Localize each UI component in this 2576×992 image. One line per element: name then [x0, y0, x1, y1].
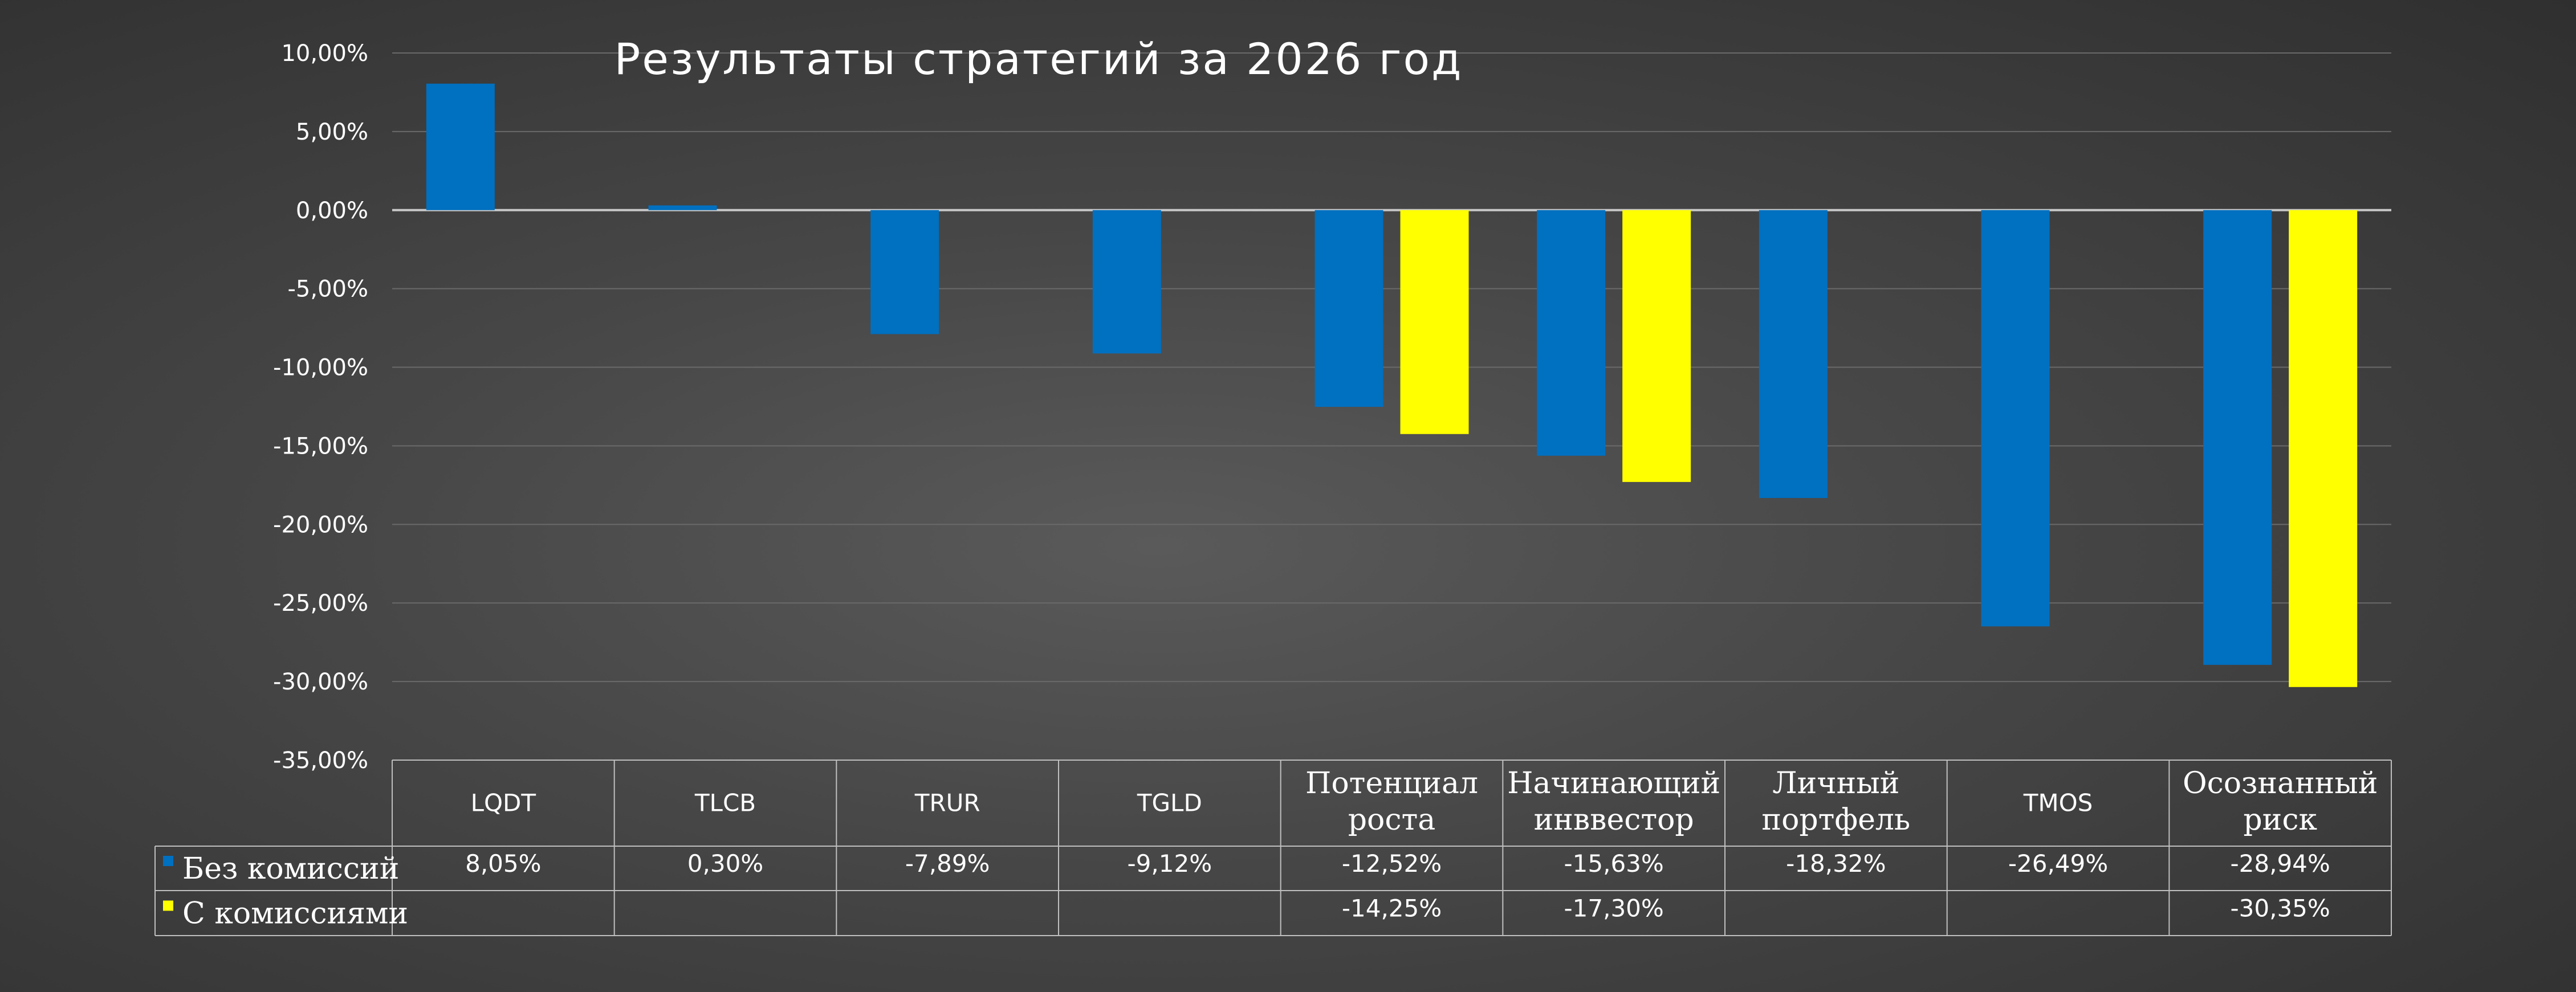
legend-key [163, 856, 173, 866]
y-tick-label: -10,00% [273, 355, 368, 381]
legend-label: Без комиссий [182, 852, 399, 886]
data-label: -15,63% [1564, 850, 1664, 877]
data-label: -14,25% [1342, 895, 1442, 922]
data-label: -28,94% [2231, 850, 2330, 877]
data-label: -7,89% [905, 850, 990, 877]
bar-with-commission-4 [1400, 210, 1469, 434]
y-axis: 10,00% 5,00% 0,00% -5,00% -10,00% -15,00% -20,… [273, 40, 368, 774]
data-label: 0,30% [687, 850, 763, 877]
x-category-label: риск [2243, 803, 2317, 837]
bar-no-commission-5 [1537, 210, 1606, 456]
x-category-label: TGLD [1137, 789, 1202, 817]
y-tick-label: -15,00% [273, 433, 368, 459]
legend-label: С комиссиями [182, 897, 408, 931]
y-tick-label: -5,00% [287, 276, 368, 303]
data-label: -12,52% [1342, 850, 1442, 877]
y-tick-label: -20,00% [273, 512, 368, 538]
data-label: -26,49% [2008, 850, 2108, 877]
x-category-label: TLCB [694, 789, 756, 817]
x-category-label: Начинающий [1507, 766, 1720, 801]
legend-key [163, 900, 173, 911]
bar-with-commission-8 [2289, 210, 2358, 687]
y-tick-label: 0,00% [296, 198, 368, 224]
x-category-label: LQDT [471, 789, 536, 817]
chart-title: Результаты стратегий за 2026 год [614, 34, 1463, 84]
bar-no-commission-3 [1092, 210, 1161, 354]
bar-no-commission-8 [2203, 210, 2272, 665]
x-category-label: роста [1348, 803, 1436, 837]
y-tick-label: -35,00% [273, 748, 368, 774]
y-tick-label: -25,00% [273, 590, 368, 617]
bar-no-commission-7 [1981, 210, 2050, 627]
data-label: -17,30% [1564, 895, 1664, 922]
x-category-label: Осознанный [2183, 766, 2378, 801]
y-tick-label: 5,00% [296, 119, 368, 145]
bar-no-commission-0 [426, 83, 495, 210]
data-label: -30,35% [2231, 895, 2330, 922]
data-label: -18,32% [1786, 850, 1886, 877]
x-category-label: инввестор [1534, 803, 1694, 837]
bar-no-commission-2 [870, 210, 939, 334]
x-category-label: портфель [1761, 803, 1910, 837]
bar-no-commission-6 [1759, 210, 1828, 499]
x-category-label: Потенциал [1305, 766, 1478, 801]
bar-with-commission-5 [1622, 210, 1691, 482]
data-label: 8,05% [465, 850, 541, 877]
gridlines [392, 52, 2391, 761]
x-category-label: TMOS [2023, 789, 2093, 817]
data-label: -9,12% [1128, 850, 1212, 877]
bar-no-commission-1 [648, 205, 717, 210]
bar-no-commission-4 [1315, 210, 1383, 407]
y-tick-label: -30,00% [273, 669, 368, 695]
y-tick-label: 10,00% [281, 40, 368, 67]
bars [426, 83, 2358, 687]
x-category-label: TRUR [914, 789, 980, 817]
x-category-label: Личный [1772, 766, 1899, 801]
